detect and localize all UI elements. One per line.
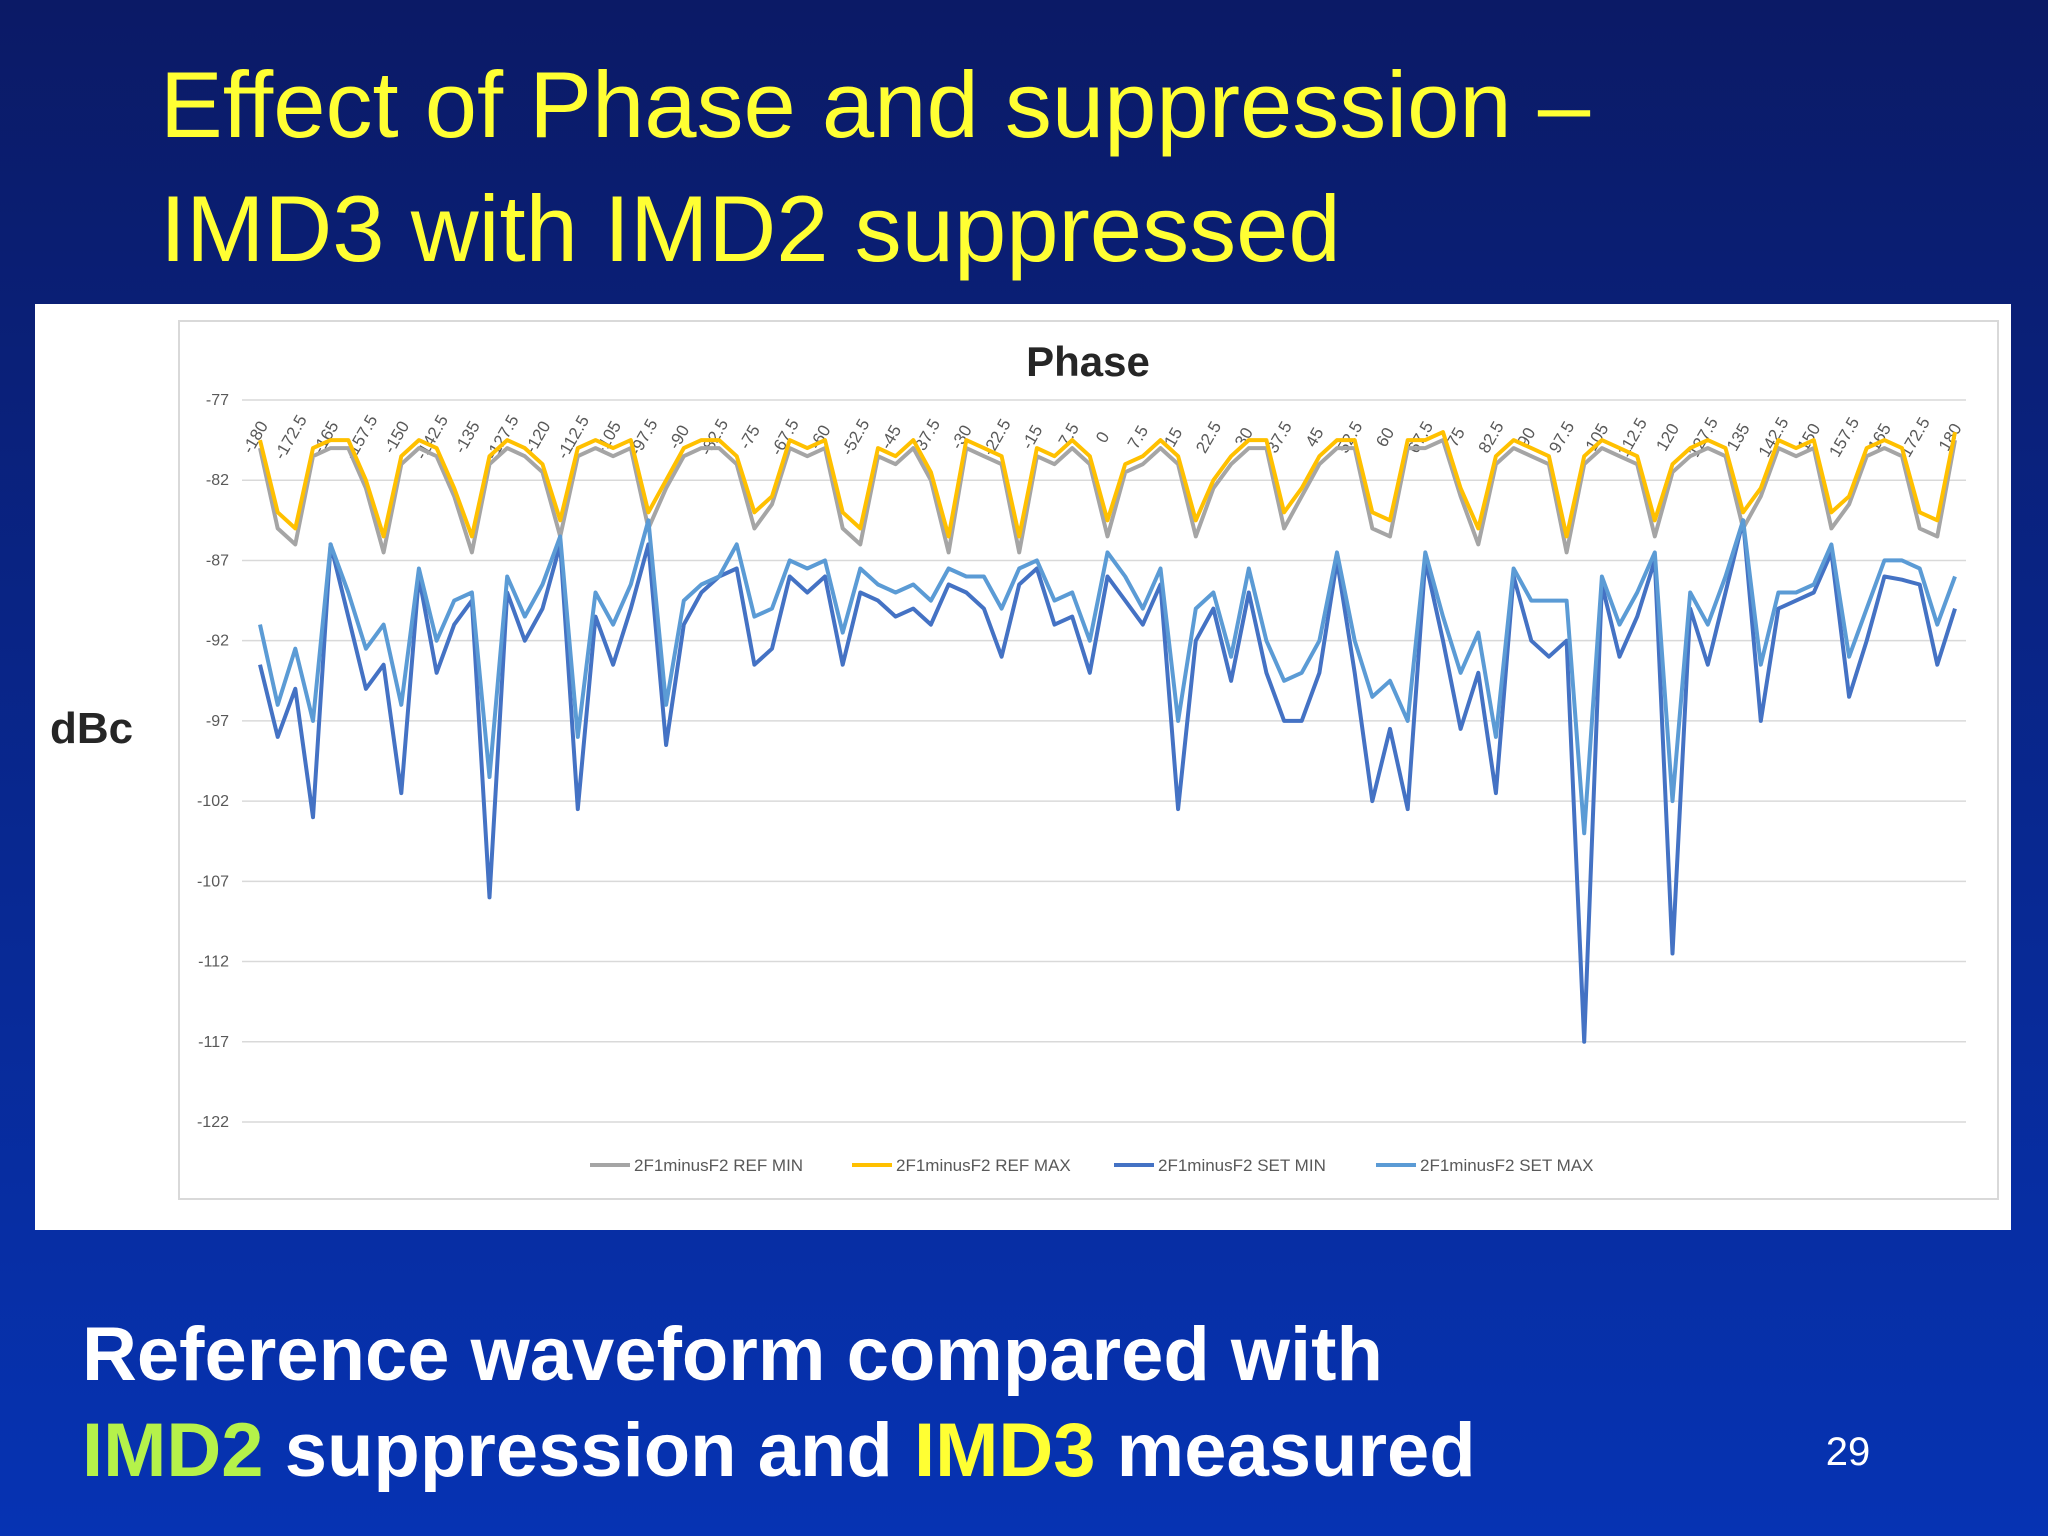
highlight: IMD2	[82, 1408, 264, 1493]
text: measured	[1117, 1408, 1476, 1493]
slide-title: Effect of Phase and suppression –	[160, 52, 1591, 157]
footer-text: IMD2 suppression and IMD3 measured	[82, 1408, 1476, 1493]
y-tick-label: -82	[206, 472, 229, 489]
legend-label: 2F1minusF2 SET MIN	[1158, 1156, 1326, 1175]
page-number: 29	[1826, 1430, 1871, 1474]
legend-label: 2F1minusF2 REF MIN	[634, 1156, 803, 1175]
series-line	[258, 438, 1957, 555]
y-tick-label: -87	[206, 552, 229, 569]
y-tick-label: -122	[197, 1114, 229, 1131]
y-tick-label: -107	[197, 873, 229, 890]
highlight: IMD3	[914, 1408, 1096, 1493]
footer-text: Reference waveform compared with	[82, 1312, 1383, 1397]
y-tick-label: -92	[206, 633, 229, 650]
slide-title: IMD3 with IMD2 suppressed	[160, 176, 1341, 281]
y-tick-label: -102	[197, 793, 229, 810]
legend-label: 2F1minusF2 REF MAX	[896, 1156, 1071, 1175]
chart-title: Phase	[1026, 338, 1150, 385]
series-line	[258, 518, 1957, 1044]
series-line	[258, 518, 1957, 836]
y-tick-label: -97	[206, 713, 229, 730]
legend-label: 2F1minusF2 SET MAX	[1420, 1156, 1594, 1175]
y-tick-label: -117	[198, 1034, 229, 1051]
y-axis-label: dBc	[50, 704, 133, 753]
text: suppression and	[285, 1408, 893, 1493]
series-line	[258, 430, 1957, 539]
y-tick-label: -77	[206, 392, 229, 409]
y-tick-label: -112	[198, 954, 229, 971]
